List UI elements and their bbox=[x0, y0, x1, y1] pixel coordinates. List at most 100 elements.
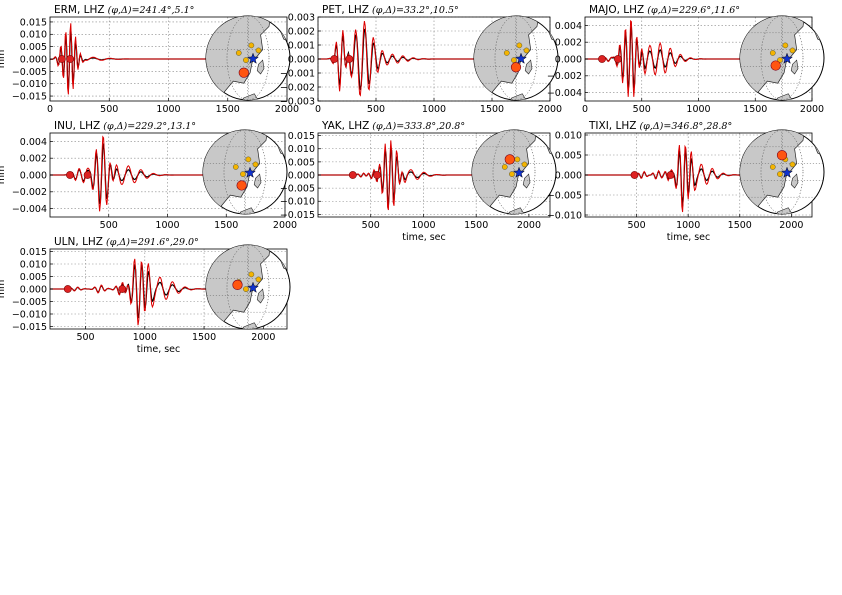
x-tick-label: 500 bbox=[100, 104, 118, 115]
event-star-marker bbox=[515, 52, 527, 64]
y-tick-label: 0.000 bbox=[555, 170, 582, 181]
other-station-marker bbox=[516, 42, 523, 49]
other-station-marker bbox=[255, 47, 262, 54]
y-tick-label: −0.002 bbox=[280, 82, 315, 93]
globe-inset bbox=[205, 244, 291, 330]
meridian-line bbox=[494, 16, 538, 100]
panel-title: INU, LHZ (φ,Δ)=229.2°,13.1° bbox=[54, 120, 196, 132]
y-tick-label: 0.004 bbox=[20, 137, 47, 148]
other-station-marker bbox=[243, 57, 249, 63]
panel-title: MAJO, LHZ (φ,Δ)=229.6°,11.6° bbox=[589, 4, 740, 16]
x-tick-label: 1500 bbox=[743, 104, 767, 115]
seismogram-panel-pet: 0 500 1000 1500 2000 −0.003 −0.002 −0.001 0.000 0… bbox=[280, 4, 562, 115]
island-japan bbox=[256, 288, 265, 304]
other-station-marker bbox=[769, 50, 776, 56]
y-tick-label: 0.015 bbox=[288, 131, 315, 142]
y-tick-label: −0.015 bbox=[12, 322, 47, 333]
panel-title: TIXI, LHZ (φ,Δ)=346.8°,28.8° bbox=[588, 120, 732, 132]
island-japan bbox=[790, 173, 799, 189]
x-tick-label: 0 bbox=[582, 104, 588, 115]
phase-marker bbox=[83, 171, 92, 179]
y-axis-label: mm bbox=[0, 50, 7, 69]
y-tick-label: −0.005 bbox=[12, 67, 47, 78]
phase-marker bbox=[66, 55, 75, 63]
x-tick-label: 1000 bbox=[422, 104, 446, 115]
x-tick-label: 2000 bbox=[800, 104, 824, 115]
continent-south bbox=[773, 207, 796, 214]
y-tick-label: 0.002 bbox=[20, 154, 47, 165]
continent-south bbox=[239, 93, 262, 100]
other-station-marker bbox=[501, 164, 508, 170]
y-tick-label: 0.000 bbox=[288, 54, 315, 65]
station-marker bbox=[776, 150, 788, 161]
y-tick-label: −0.004 bbox=[12, 204, 47, 215]
y-tick-label: 0.005 bbox=[20, 272, 47, 283]
seismogram-panel-uln: 500 1000 1500 2000−0.015−0.010−0.0050.0000.… bbox=[0, 236, 291, 355]
x-tick-label: 1500 bbox=[216, 104, 240, 115]
x-tick-label: 1500 bbox=[214, 220, 238, 231]
continent-south bbox=[505, 207, 528, 214]
station-marker bbox=[236, 180, 247, 191]
other-station-marker bbox=[232, 164, 239, 170]
x-tick-label: 500 bbox=[628, 220, 646, 231]
x-tick-label: 2000 bbox=[251, 332, 275, 343]
x-tick-label: 1500 bbox=[480, 104, 504, 115]
x-tick-label: 1000 bbox=[676, 220, 700, 231]
y-tick-label: 0.002 bbox=[555, 38, 582, 49]
other-station-marker bbox=[503, 50, 510, 56]
other-station-marker bbox=[777, 171, 783, 177]
y-tick-label: −0.002 bbox=[547, 71, 582, 82]
globe-inset bbox=[202, 129, 288, 215]
other-station-marker bbox=[514, 156, 521, 163]
other-station-marker bbox=[248, 271, 255, 278]
continent-south bbox=[236, 207, 259, 214]
y-tick-label: −0.005 bbox=[547, 190, 582, 201]
y-tick-label: 0.010 bbox=[555, 130, 582, 141]
y-tick-label: 0.000 bbox=[20, 54, 47, 65]
y-tick-label: −0.015 bbox=[12, 91, 47, 102]
y-tick-label: 0.000 bbox=[20, 170, 47, 181]
seismogram-panel-majo: 0 500 1000 1500 2000 −0.004 −0.002 0.000 0.002 0.… bbox=[547, 4, 825, 115]
other-station-marker bbox=[509, 171, 515, 177]
seismogram-panel-yak: 500 1000 1500 2000 −0.015 −0.010 −0.005 0.000 0.… bbox=[280, 120, 557, 243]
other-station-marker bbox=[769, 164, 776, 170]
event-star-marker bbox=[781, 52, 793, 64]
x-tick-label: 1000 bbox=[411, 220, 435, 231]
y-tick-label: −0.003 bbox=[280, 96, 315, 107]
other-station-marker bbox=[255, 276, 262, 283]
y-tick-label: −0.010 bbox=[12, 309, 47, 320]
event-star-marker bbox=[247, 281, 259, 293]
y-tick-label: −0.010 bbox=[12, 79, 47, 90]
y-tick-label: 0.004 bbox=[555, 21, 582, 32]
panel-title: ERM, LHZ (φ,Δ)=241.4°,5.1° bbox=[54, 4, 194, 16]
x-tick-label: 2000 bbox=[273, 220, 297, 231]
phase-marker bbox=[330, 55, 339, 63]
y-axis-label: mm bbox=[0, 280, 7, 299]
y-tick-label: −0.005 bbox=[280, 184, 315, 195]
island-japan bbox=[790, 59, 799, 75]
x-tick-label: 2000 bbox=[517, 220, 541, 231]
other-station-marker bbox=[248, 42, 255, 49]
y-tick-label: 0.000 bbox=[555, 54, 582, 65]
y-tick-label: 0.010 bbox=[20, 30, 47, 41]
meridian-line bbox=[226, 16, 270, 100]
y-tick-label: 0.005 bbox=[555, 150, 582, 161]
meridian-line bbox=[760, 130, 804, 214]
y-tick-label: 0.010 bbox=[20, 259, 47, 270]
meridian-line bbox=[223, 130, 267, 214]
y-tick-label: 0.005 bbox=[288, 157, 315, 168]
other-station-marker bbox=[245, 156, 252, 163]
island-japan bbox=[522, 173, 531, 189]
phase-marker bbox=[598, 55, 606, 63]
x-tick-label: 1500 bbox=[728, 220, 752, 231]
y-tick-label: 0.000 bbox=[288, 170, 315, 181]
event-star-marker bbox=[247, 52, 259, 64]
phase-marker bbox=[666, 171, 675, 179]
phase-marker bbox=[348, 171, 357, 179]
x-tick-label: 500 bbox=[362, 220, 380, 231]
meridian-line bbox=[226, 245, 270, 329]
x-axis-label: time, sec bbox=[137, 344, 181, 355]
y-tick-label: −0.010 bbox=[547, 210, 582, 221]
y-tick-label: 0.005 bbox=[20, 42, 47, 53]
station-marker bbox=[504, 154, 515, 165]
